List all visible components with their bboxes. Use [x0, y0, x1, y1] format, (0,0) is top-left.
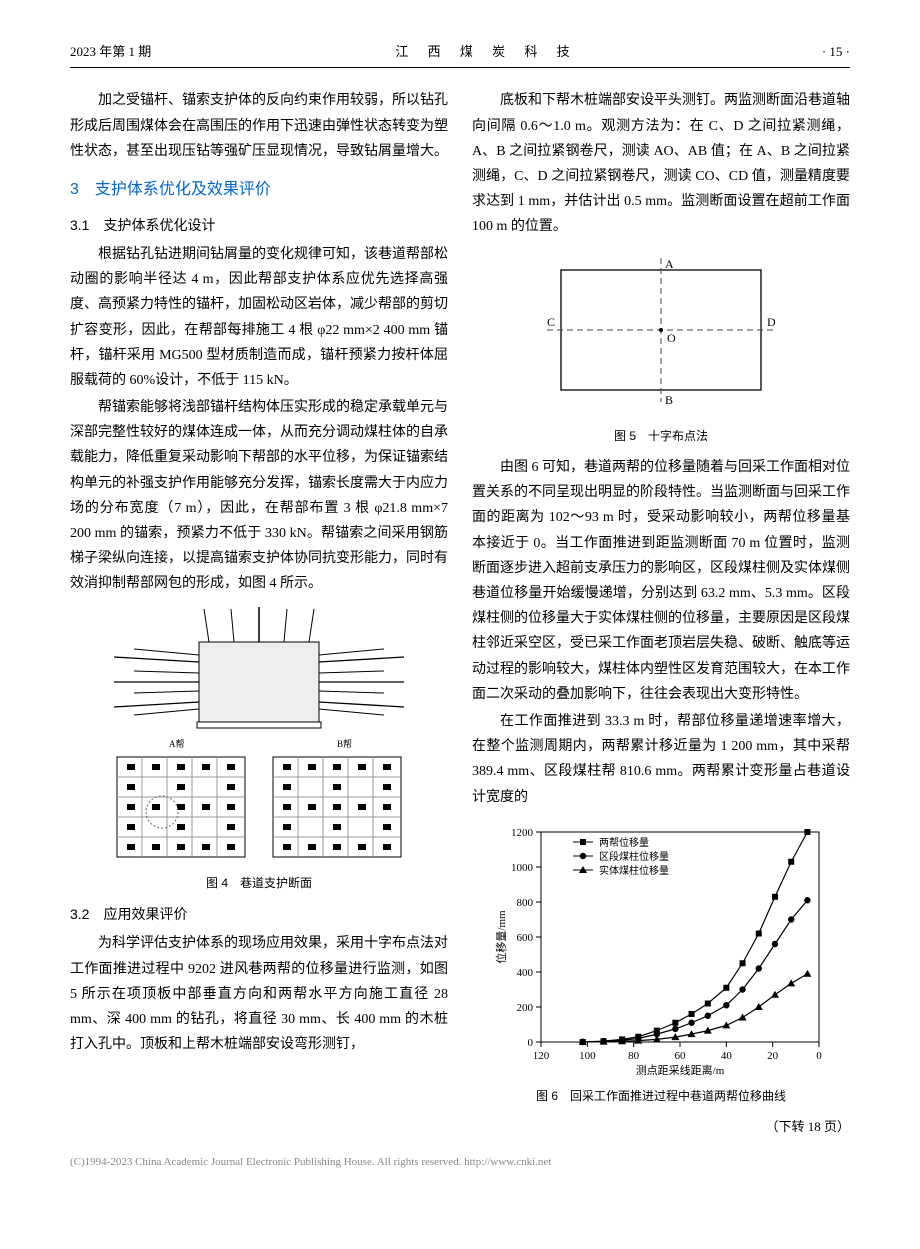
- svg-text:200: 200: [517, 1002, 534, 1014]
- figure-4-caption: 图 4 巷道支护断面: [70, 873, 448, 895]
- section-3-title: 3 支护体系优化及效果评价: [70, 176, 448, 205]
- figure-5-caption: 图 5 十字布点法: [472, 426, 850, 448]
- subsection-3-1: 3.1 支护体系优化设计: [70, 213, 448, 238]
- svg-text:B: B: [665, 393, 673, 407]
- svg-text:A: A: [665, 257, 674, 271]
- figure-6-caption: 图 6 回采工作面推进过程中巷道两帮位移曲线: [472, 1086, 850, 1108]
- footer-copyright: (C)1994-2023 China Academic Journal Elec…: [70, 1153, 850, 1173]
- two-column-body: 加之受锚杆、锚索支护体的反向约束作用较弱，所以钻孔形成后周围煤体会在高围压的作用…: [70, 88, 850, 1138]
- page-header: 2023 年第 1 期 江 西 煤 炭 科 技 · 15 ·: [70, 40, 850, 68]
- svg-text:600: 600: [517, 932, 534, 944]
- para: 底板和下帮木桩端部安设平头测钉。两监测断面沿巷道轴向间隔 0.6～1.0 m。观…: [472, 88, 850, 239]
- svg-text:实体煤柱位移量: 实体煤柱位移量: [599, 864, 669, 877]
- journal-name: 江 西 煤 炭 科 技: [395, 40, 577, 63]
- svg-text:位移量/mm: 位移量/mm: [494, 910, 508, 964]
- svg-text:80: 80: [628, 1050, 640, 1062]
- subsection-3-2: 3.2 应用效果评价: [70, 902, 448, 927]
- svg-text:20: 20: [767, 1050, 779, 1062]
- svg-text:0: 0: [816, 1050, 822, 1062]
- figure-4-svg: A帮 B帮: [109, 607, 409, 867]
- para: 根据钻孔钻进期间钻屑量的变化规律可知，该巷道帮部松动圈的影响半径达 4 m，因此…: [70, 242, 448, 393]
- svg-text:O: O: [667, 331, 676, 345]
- svg-text:D: D: [767, 315, 776, 329]
- svg-text:40: 40: [721, 1050, 733, 1062]
- para: 在工作面推进到 33.3 m 时，帮部位移量递增速率增大，在整个监测周期内，两帮…: [472, 709, 850, 810]
- page-num: · 15 ·: [822, 40, 850, 63]
- svg-text:1000: 1000: [511, 862, 534, 874]
- svg-text:测点距采线距离/m: 测点距采线距离/m: [636, 1063, 725, 1077]
- para: 为科学评估支护体系的现场应用效果，采用十字布点法对工作面推进过程中 9202 进…: [70, 931, 448, 1057]
- para: 帮锚索能够将浅部锚杆结构体压实形成的稳定承载单元与深部完整性较好的煤体连成一体，…: [70, 395, 448, 597]
- continued-note: （下转 18 页）: [472, 1115, 850, 1138]
- svg-text:区段煤柱位移量: 区段煤柱位移量: [599, 850, 669, 863]
- svg-text:120: 120: [533, 1050, 550, 1062]
- issue: 2023 年第 1 期: [70, 40, 151, 63]
- svg-text:1200: 1200: [511, 827, 534, 839]
- svg-text:100: 100: [579, 1050, 596, 1062]
- svg-text:400: 400: [517, 967, 534, 979]
- svg-text:0: 0: [528, 1037, 534, 1049]
- svg-text:两帮位移量: 两帮位移量: [599, 836, 649, 849]
- figure-5-svg: A B C D O: [531, 250, 791, 420]
- figure-6: 120100806040200020040060080010001200测点距采…: [472, 820, 850, 1080]
- para: 加之受锚杆、锚索支护体的反向约束作用较弱，所以钻孔形成后周围煤体会在高围压的作用…: [70, 88, 448, 164]
- left-column: 加之受锚杆、锚索支护体的反向约束作用较弱，所以钻孔形成后周围煤体会在高围压的作用…: [70, 88, 448, 1138]
- svg-text:B帮: B帮: [337, 738, 352, 749]
- svg-text:800: 800: [517, 897, 534, 909]
- svg-text:C: C: [547, 315, 555, 329]
- svg-text:A帮: A帮: [169, 738, 185, 749]
- para: 由图 6 可知，巷道两帮的位移量随着与回采工作面相对位置关系的不同呈现出明显的阶…: [472, 455, 850, 707]
- figure-5: A B C D O: [472, 250, 850, 420]
- right-column: 底板和下帮木桩端部安设平头测钉。两监测断面沿巷道轴向间隔 0.6～1.0 m。观…: [472, 88, 850, 1138]
- figure-4: A帮 B帮: [70, 607, 448, 867]
- figure-6-svg: 120100806040200020040060080010001200测点距采…: [491, 820, 831, 1080]
- svg-text:60: 60: [675, 1050, 687, 1062]
